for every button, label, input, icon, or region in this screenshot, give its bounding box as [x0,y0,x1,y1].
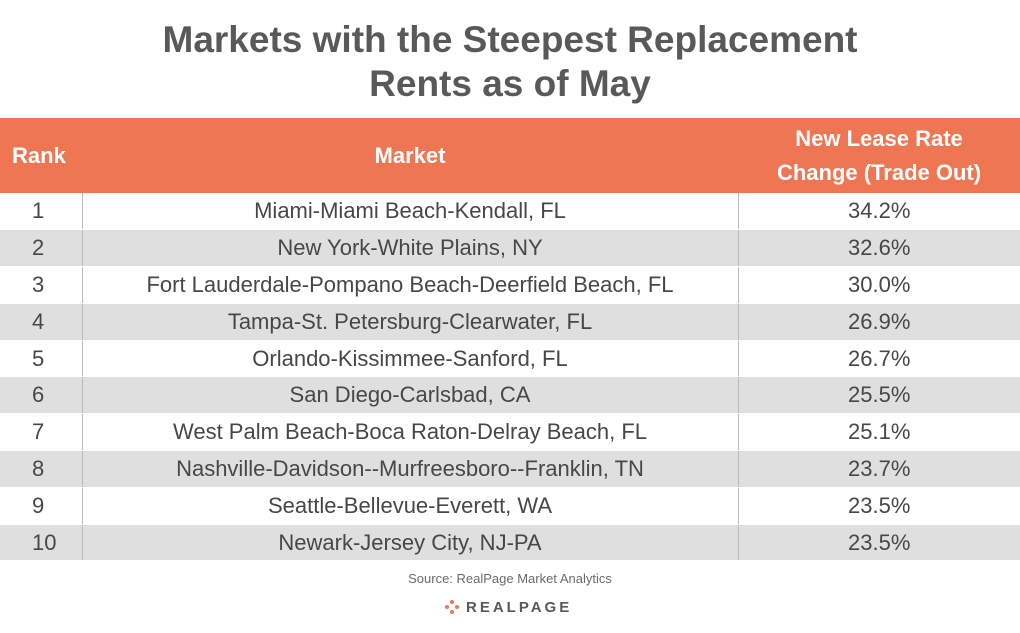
cell-market: Tampa-St. Petersburg-Clearwater, FL [81,303,738,341]
table-row: 3 Fort Lauderdale-Pompano Beach-Deerfiel… [0,266,1020,304]
cell-rank: 8 [0,450,82,488]
table-header-row: Rank Market New Lease Rate Change (Trade… [0,118,1020,193]
realpage-dots-icon [445,600,459,614]
cell-rank: 3 [0,266,82,304]
cell-rank: 7 [0,413,82,452]
cell-market: Miami-Miami Beach-Kendall, FL [81,193,738,231]
table-row: 6 San Diego-Carlsbad, CA 25.5% [0,376,1020,415]
cell-market: Orlando-Kissimmee-Sanford, FL [81,340,738,378]
cell-rate: 26.9% [737,303,1020,341]
cell-rank: 4 [0,303,82,341]
realpage-logo: REALPAGE [444,597,572,617]
logo-text: REALPAGE [466,598,573,616]
cell-rate: 23.5% [737,487,1020,525]
source-note: Source: RealPage Market Analytics [408,571,612,586]
cell-market: West Palm Beach-Boca Raton-Delray Beach,… [81,413,738,452]
table-header: Rank Market New Lease Rate Change (Trade… [0,118,1020,193]
header-rate: New Lease Rate Change (Trade Out) [738,118,1020,193]
cell-rate: 32.6% [737,229,1020,268]
header-rate-line-2: Change (Trade Out) [776,159,982,185]
table-row: 9 Seattle-Bellevue-Everett, WA 23.5% [0,487,1020,525]
table-row: 7 West Palm Beach-Boca Raton-Delray Beac… [0,413,1020,452]
cell-rank: 1 [0,193,82,231]
cell-rate: 34.2% [737,193,1020,231]
cell-rank: 6 [0,376,82,415]
table-row: 2 New York-White Plains, NY 32.6% [0,229,1020,268]
markets-table: Rank Market New Lease Rate Change (Trade… [0,118,1020,562]
header-rate-line-1: New Lease Rate [795,125,963,151]
table-body: 1 Miami-Miami Beach-Kendall, FL 34.2% 2 … [0,193,1020,562]
table-row: 4 Tampa-St. Petersburg-Clearwater, FL 26… [0,303,1020,341]
cell-rate: 23.5% [737,524,1020,562]
cell-rank: 9 [0,487,82,525]
title-line-2: Rents as of May [369,63,651,104]
table-row: 8 Nashville-Davidson--Murfreesboro--Fran… [0,450,1020,488]
cell-market: San Diego-Carlsbad, CA [81,376,738,415]
table-row: 10 Newark-Jersey City, NJ-PA 23.5% [0,524,1020,562]
cell-market: Newark-Jersey City, NJ-PA [81,524,738,562]
page-title: Markets with the Steepest Replacement Re… [0,18,1020,106]
cell-rank: 2 [0,229,82,268]
cell-rate: 30.0% [737,266,1020,304]
cell-rank: 10 [0,524,82,562]
header-rank: Rank [12,142,66,168]
cell-rate: 25.1% [737,413,1020,452]
table-row: 1 Miami-Miami Beach-Kendall, FL 34.2% [0,193,1020,231]
cell-market: Fort Lauderdale-Pompano Beach-Deerfield … [81,266,738,304]
cell-rate: 23.7% [737,450,1020,488]
cell-market: Seattle-Bellevue-Everett, WA [81,487,738,525]
cell-market: Nashville-Davidson--Murfreesboro--Frankl… [81,450,738,488]
header-market: Market [374,142,446,168]
table-row: 5 Orlando-Kissimmee-Sanford, FL 26.7% [0,340,1020,378]
cell-rate: 26.7% [737,340,1020,378]
cell-rank: 5 [0,340,82,378]
cell-rate: 25.5% [737,376,1020,415]
title-line-1: Markets with the Steepest Replacement [162,19,858,60]
cell-market: New York-White Plains, NY [81,229,738,268]
